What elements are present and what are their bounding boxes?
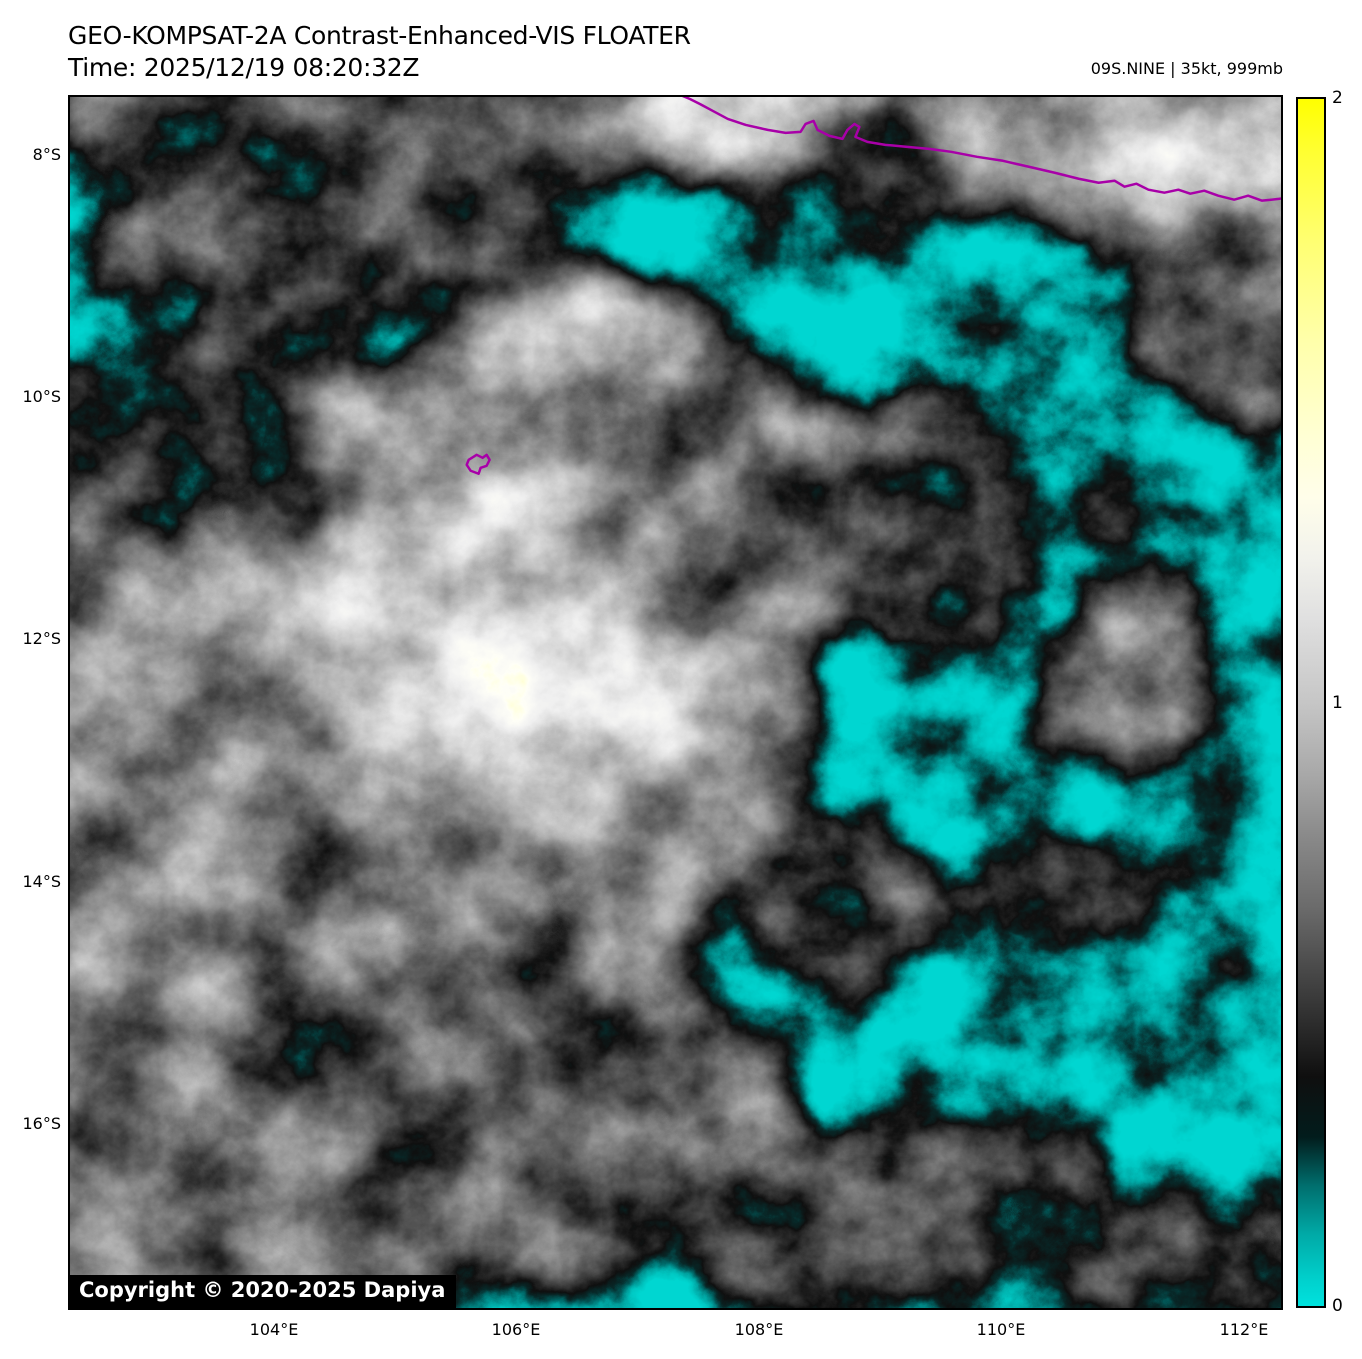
island-contour: [465, 453, 491, 476]
lon-tick-label: 110°E: [976, 1320, 1026, 1339]
lon-tick-label: 104°E: [249, 1320, 299, 1339]
colorbar-tick-label: 2: [1332, 88, 1343, 108]
coastline-path: [681, 97, 1281, 202]
storm-info-label: 09S.NINE | 35kt, 999mb: [1090, 59, 1283, 78]
copyright-badge: Copyright © 2020-2025 Dapiya: [70, 1275, 457, 1308]
lon-tick-label: 112°E: [1219, 1320, 1269, 1339]
satellite-image: [70, 97, 1281, 1308]
satellite-map: Copyright © 2020-2025 Dapiya: [68, 95, 1283, 1310]
cloud-field: [70, 97, 1281, 1308]
figure-subtitle: Time: 2025/12/19 08:20:32Z: [68, 53, 420, 82]
colorbar-tick-label: 1: [1332, 693, 1343, 713]
lon-tick-label: 106°E: [491, 1320, 541, 1339]
lat-tick-label: 8°S: [32, 145, 61, 164]
colorbar-tick-label: 0: [1332, 1296, 1343, 1316]
lat-tick-label: 16°S: [22, 1114, 61, 1133]
colorbar: [1296, 97, 1326, 1308]
lat-tick-label: 10°S: [22, 387, 61, 406]
lat-tick-label: 12°S: [22, 629, 61, 648]
lon-tick-label: 108°E: [734, 1320, 784, 1339]
figure-title: GEO-KOMPSAT-2A Contrast-Enhanced-VIS FLO…: [68, 21, 691, 50]
lat-tick-label: 14°S: [22, 872, 61, 891]
